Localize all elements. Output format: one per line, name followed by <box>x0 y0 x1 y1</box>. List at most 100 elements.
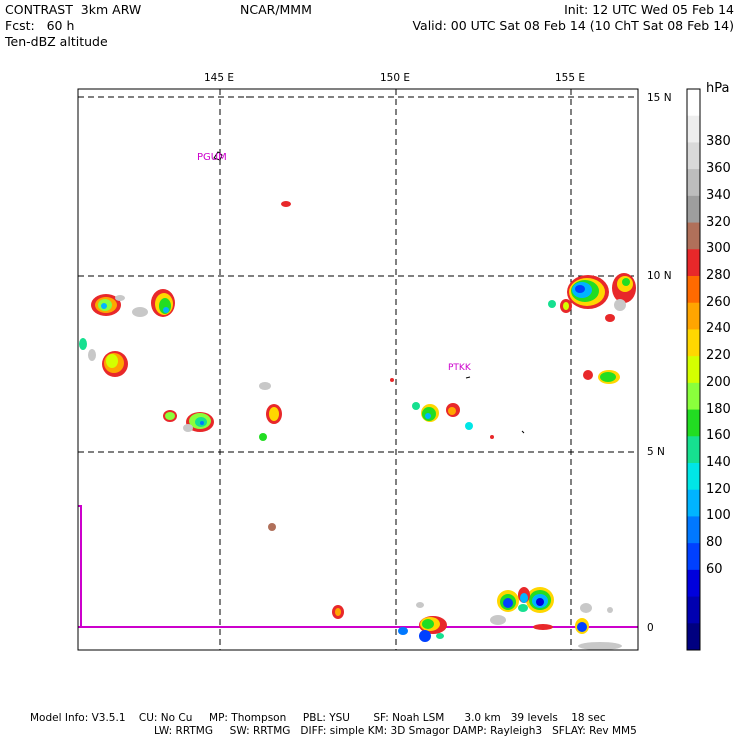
colorbar-tick-label: 120 <box>706 481 731 497</box>
echo-cell <box>419 616 447 634</box>
colorbar-tick-label: 260 <box>706 294 731 310</box>
echo-cell <box>79 338 87 350</box>
colorbar-tick-label: 240 <box>706 321 731 337</box>
lat-label-eq: 0 <box>647 622 654 634</box>
echo-cell <box>266 404 282 424</box>
model-info-line1: Model Info: V3.5.1 CU: No Cu MP: Thompso… <box>30 712 606 724</box>
map-frame <box>77 88 639 651</box>
echo-cell <box>497 590 519 612</box>
echo-cell <box>526 587 554 613</box>
echo-cell <box>268 523 276 531</box>
model-info-line2: LW: RRTMG SW: RRTMG DIFF: simple KM: 3D … <box>154 725 637 737</box>
echo-cell <box>151 289 175 317</box>
station-pgum: PGUM <box>197 152 227 163</box>
colorbar-swatch <box>687 356 700 384</box>
echo-cell <box>612 273 636 303</box>
echo-cell <box>518 587 530 603</box>
colorbar-tick-label: 280 <box>706 268 731 283</box>
grid-lines <box>78 89 638 650</box>
echo-cell <box>421 404 439 422</box>
colorbar-tick-label: 360 <box>706 161 731 177</box>
lon-label-150: 150 E <box>380 72 411 84</box>
organization: NCAR/MMM <box>240 2 312 17</box>
colorbar-swatch <box>687 222 700 250</box>
echo-cell <box>533 624 553 630</box>
colorbar-swatch <box>687 436 700 464</box>
lon-label-155: 155 E <box>555 72 586 84</box>
echo-cell <box>490 435 494 439</box>
colorbar-swatch <box>687 489 700 517</box>
colorbar-tick-label: 220 <box>706 348 731 364</box>
station-ptkk: PTKK <box>448 363 471 373</box>
colorbar-tick-label: 340 <box>706 187 731 203</box>
echo-cell <box>419 630 431 642</box>
echo-cell <box>102 351 128 377</box>
echo-cell <box>560 299 572 313</box>
echo-cell <box>281 201 291 207</box>
echo-cell <box>163 410 177 422</box>
colorbar-frame <box>686 88 701 651</box>
colorbar-swatch <box>687 276 700 304</box>
colorbar-swatch <box>687 169 700 197</box>
colorbar-tick-label: 180 <box>706 401 731 417</box>
colorbar-swatch <box>687 142 700 170</box>
echo-cell <box>398 627 408 635</box>
valid-time: Valid: 00 UTC Sat 08 Feb 14 (10 ChT Sat … <box>412 18 734 33</box>
colorbar-tick-label: 140 <box>706 455 731 470</box>
echo-cell <box>465 422 473 430</box>
colorbar-swatch <box>687 302 700 330</box>
colorbar-tick-label: 380 <box>706 134 731 150</box>
colorbar-swatch <box>687 329 700 357</box>
colorbar-swatch <box>687 543 700 571</box>
echo-cell <box>548 300 556 308</box>
colorbar-tick-label: 100 <box>706 508 731 524</box>
colorbar-swatch <box>687 569 700 598</box>
echo-cell <box>518 604 528 612</box>
echo-cell <box>567 275 609 309</box>
forecast-hour: Fcst: 60 h <box>5 18 75 33</box>
coastlines <box>213 96 525 434</box>
colorbar-swatch <box>687 409 700 437</box>
field-name: Ten-dBZ altitude <box>5 34 108 49</box>
echo-cell <box>390 378 394 382</box>
colorbar-swatch <box>687 89 700 117</box>
colorbar-swatch <box>687 382 700 411</box>
echo-cell <box>446 403 460 417</box>
colorbar-tick-label: 80 <box>706 535 723 551</box>
colorbar-unit: hPa <box>706 81 730 96</box>
echo-cell <box>605 314 615 322</box>
lat-label-10n: 10 N <box>647 270 672 282</box>
echo-cell <box>583 370 593 380</box>
init-time: Init: 12 UTC Wed 05 Feb 14 <box>564 2 734 17</box>
colorbar-tick-label: 300 <box>706 241 731 257</box>
shallow-echoes <box>88 295 626 650</box>
colorbar-swatch <box>687 516 700 544</box>
echo-cell <box>412 402 420 410</box>
echo-cell <box>186 412 214 432</box>
echo-cell <box>259 433 267 441</box>
echo-cell <box>575 618 589 634</box>
echo-cells <box>79 201 636 642</box>
echo-cell <box>598 370 620 384</box>
lon-label-145: 145 E <box>204 72 235 84</box>
echo-cell <box>91 294 121 316</box>
colorbar-tick-label: 160 <box>706 428 731 444</box>
colorbar-tick-label: 320 <box>706 214 731 230</box>
model-title: CONTRAST 3km ARW <box>5 2 142 17</box>
colorbar-swatch <box>687 249 700 277</box>
echo-cell <box>436 633 444 639</box>
colorbar-swatch <box>687 596 700 624</box>
lat-label-15n: 15 N <box>647 92 672 104</box>
lat-label-5n: 5 N <box>647 446 665 458</box>
colorbar-tick-label: 60 <box>706 561 723 577</box>
echo-cell <box>332 605 344 619</box>
colorbar-swatch <box>687 623 700 651</box>
colorbar-swatch <box>687 463 700 491</box>
colorbar <box>686 88 701 651</box>
colorbar-swatch <box>687 115 700 143</box>
colorbar-swatch <box>687 195 700 224</box>
colorbar-tick-label: 200 <box>706 374 731 390</box>
boundary-line <box>78 505 82 627</box>
